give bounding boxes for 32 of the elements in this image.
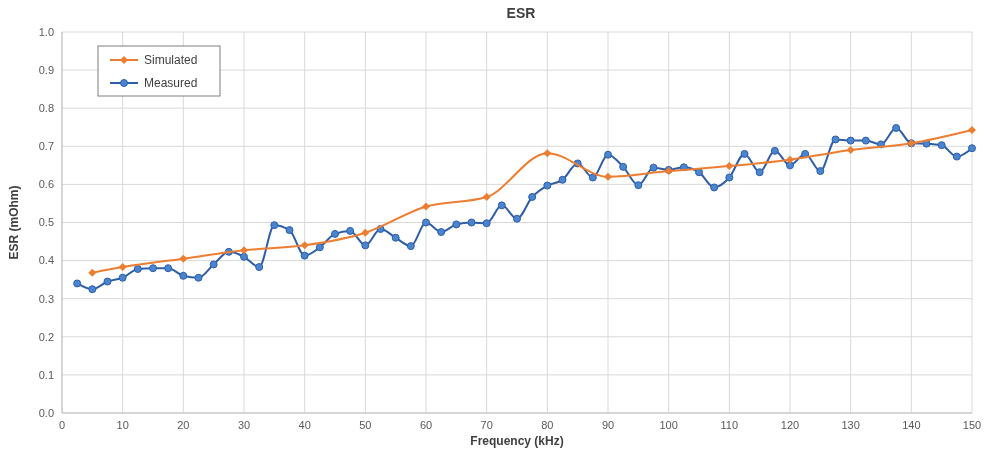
x-tick-label: 130: [841, 419, 860, 431]
y-tick-label: 0.2: [38, 330, 54, 343]
x-tick-label: 100: [659, 419, 678, 431]
x-tick-label: 60: [419, 419, 433, 431]
x-tick-label: 70: [480, 419, 493, 431]
legend-label: Measured: [144, 76, 198, 91]
y-tick-label: 0.7: [38, 140, 54, 153]
y-tick-label: 0.8: [38, 102, 54, 115]
y-tick-label: 0.4: [38, 254, 54, 267]
x-tick-label: 120: [780, 419, 800, 431]
y-tick-label: 1.0: [38, 25, 54, 38]
y-tick-label: 0.5: [38, 216, 54, 229]
x-tick-label: 110: [720, 419, 739, 431]
x-tick-label: 80: [541, 419, 554, 431]
legend-label: Simulated: [144, 53, 198, 68]
y-tick-label: 0.0: [38, 406, 54, 419]
x-tick-label: 40: [298, 419, 311, 431]
x-tick-label: 10: [116, 419, 129, 431]
x-tick-label: 30: [237, 419, 251, 431]
x-tick-label: 90: [601, 419, 615, 431]
x-tick-label: 0: [58, 419, 66, 431]
y-axis-title: ESR (mOhm): [7, 185, 21, 260]
y-tick-label: 0.3: [38, 292, 54, 305]
y-tick-label: 0.1: [38, 368, 54, 381]
x-axis-title: Frequency (kHz): [470, 434, 564, 448]
x-tick-label: 20: [177, 419, 190, 431]
x-tick-label: 140: [902, 419, 921, 431]
x-tick-label: 50: [359, 419, 372, 431]
y-tick-label: 0.6: [38, 178, 54, 191]
y-tick-label: 0.9: [38, 63, 54, 76]
chart-title: ESR: [506, 5, 536, 21]
x-tick-label: 150: [962, 419, 982, 431]
